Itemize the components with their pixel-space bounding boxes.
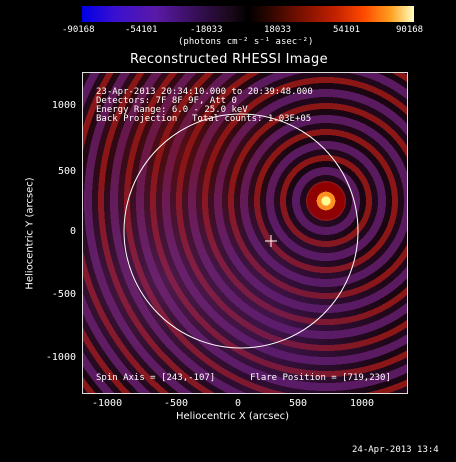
y-tick: 0 — [69, 226, 76, 237]
info-detectors: Detectors: 7F 8F 9F, Att 0 — [96, 96, 237, 106]
colorbar-tick: -54101 — [125, 25, 158, 35]
x-tick: -1000 — [92, 398, 123, 409]
colorbar-tick: 18033 — [264, 25, 292, 35]
x-tick: 0 — [235, 398, 242, 409]
y-tick: 500 — [57, 166, 76, 177]
y-axis-label: Heliocentric Y (arcsec) — [24, 177, 36, 290]
x-tick: -500 — [164, 398, 189, 409]
solar-overlay — [123, 113, 359, 349]
colorbar-tick: -90168 — [62, 25, 95, 35]
colorbar-tick: 90168 — [396, 25, 424, 35]
colorbar-tick: 54101 — [333, 25, 361, 35]
x-tick: 500 — [289, 398, 308, 409]
y-tick: 1000 — [51, 100, 76, 111]
y-tick: -1000 — [45, 352, 76, 363]
x-tick: 1000 — [350, 398, 375, 409]
info-energy: Energy Range: 6.0 - 25.0 keV — [96, 105, 248, 115]
colorbar — [82, 6, 414, 22]
image-title: Reconstructed RHESSI Image — [130, 52, 328, 67]
solar-image — [82, 72, 408, 394]
info-counts: Total counts: 1.03E+05 — [192, 114, 312, 124]
flare-position-label: Flare Position = [719,230] — [250, 373, 391, 383]
colorbar-units: (photons cm⁻² s⁻¹ asec⁻²) — [178, 37, 314, 47]
spin-axis-label: Spin Axis = [243,-107] — [96, 373, 216, 383]
info-method: Back Projection — [96, 114, 178, 124]
x-axis-label: Heliocentric X (arcsec) — [176, 411, 290, 422]
footer-timestamp: 24-Apr-2013 13:4 — [352, 445, 439, 455]
y-tick: -500 — [51, 289, 76, 300]
colorbar-tick: -18033 — [190, 25, 223, 35]
solar-limb — [123, 113, 359, 349]
info-time: 23-Apr-2013 20:34:10.000 to 20:39:48.000 — [96, 87, 313, 97]
